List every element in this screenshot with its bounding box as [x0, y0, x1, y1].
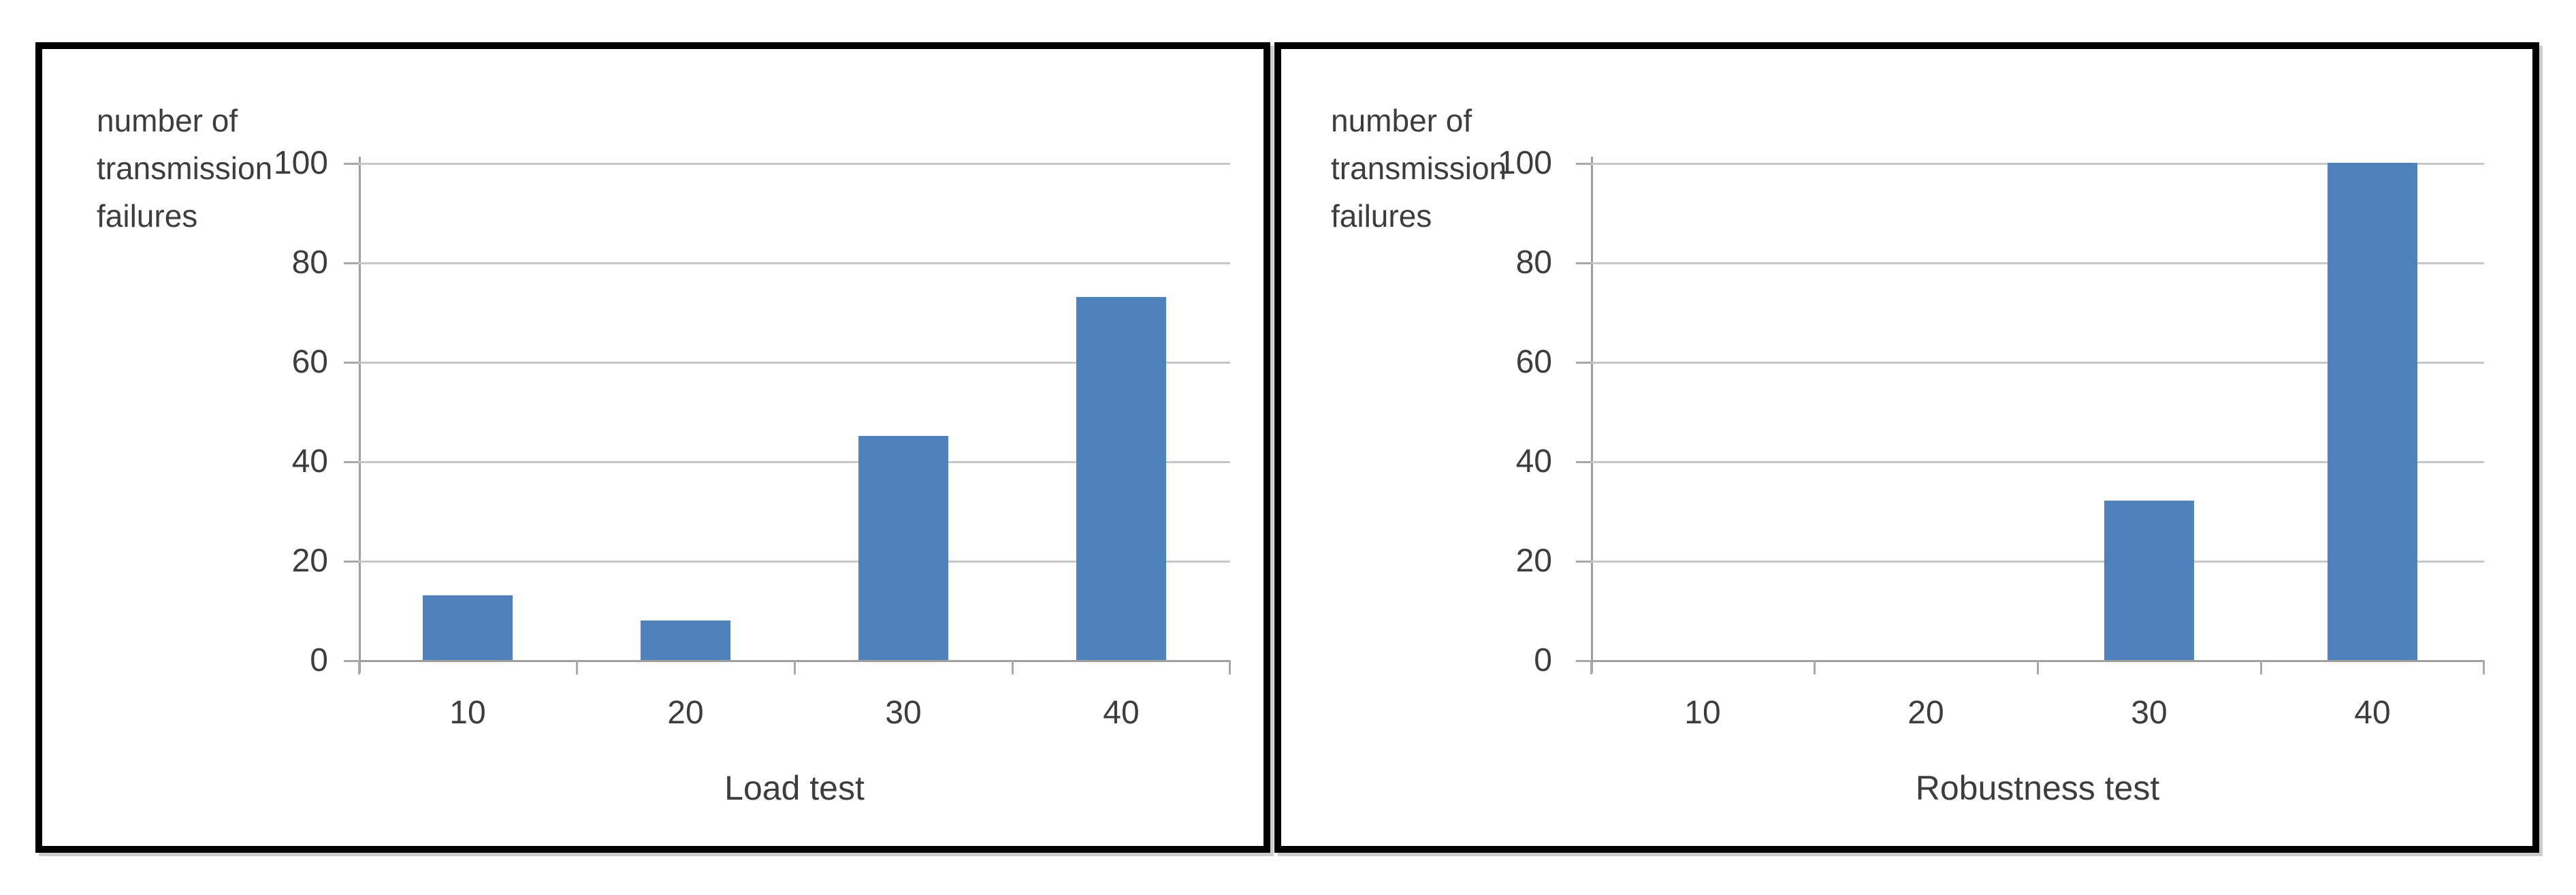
x-tick-label: 20 — [667, 695, 704, 731]
y-tick-mark — [1576, 262, 1591, 264]
y-tick-label: 80 — [1515, 245, 1552, 281]
y-axis-title-line: transmission — [1331, 151, 1507, 186]
bar-10 — [423, 595, 513, 660]
load-test-chart-panel: number of transmission failures 100 80 6… — [35, 42, 1270, 853]
gridline-40 — [359, 461, 1230, 463]
gridline-100 — [1591, 163, 2484, 165]
x-tick-mark — [576, 660, 578, 674]
y-tick-label: 0 — [1534, 642, 1552, 678]
y-axis-title-line: transmission — [97, 151, 273, 186]
x-tick-mark — [794, 660, 796, 674]
x-tick-label: 30 — [2131, 695, 2168, 731]
x-tick-mark — [2483, 660, 2485, 674]
y-tick-label: 20 — [1515, 543, 1552, 579]
y-axis-line — [359, 157, 361, 673]
chart-title: Load test — [724, 769, 865, 807]
robustness-test-chart-panel: number of transmission failures 100 80 6… — [1274, 42, 2539, 853]
gridline-40 — [1591, 461, 2484, 463]
y-tick-mark — [1576, 362, 1591, 364]
y-axis-title-line: failures — [97, 198, 198, 234]
gridline-60 — [1591, 362, 2484, 364]
y-tick-label: 80 — [291, 245, 328, 281]
x-tick-mark — [1012, 660, 1014, 674]
x-tick-label: 40 — [1103, 695, 1140, 731]
gridline-80 — [359, 262, 1230, 264]
y-tick-label: 60 — [1515, 344, 1552, 380]
y-tick-mark — [344, 362, 359, 364]
y-tick-mark — [344, 461, 359, 463]
x-tick-mark — [2260, 660, 2262, 674]
y-tick-label: 20 — [291, 543, 328, 579]
x-tick-label: 30 — [885, 695, 922, 731]
y-axis-title-line: number of — [1331, 103, 1472, 138]
bar-30 — [858, 436, 948, 660]
y-tick-label: 0 — [310, 642, 328, 678]
x-tick-label: 20 — [1907, 695, 1944, 731]
bar-20 — [641, 621, 730, 660]
x-tick-mark — [1590, 660, 1592, 674]
x-tick-mark — [358, 660, 360, 674]
y-tick-mark — [344, 262, 359, 264]
y-axis-title-line: failures — [1331, 198, 1432, 234]
bar-30 — [2104, 501, 2194, 660]
bar-40 — [1076, 297, 1166, 660]
gridline-20 — [1591, 561, 2484, 563]
x-tick-label: 40 — [2354, 695, 2391, 731]
y-tick-label: 60 — [291, 344, 328, 380]
y-tick-mark — [1576, 461, 1591, 463]
y-axis-title-line: number of — [97, 103, 238, 138]
y-tick-mark — [1576, 561, 1591, 563]
y-tick-label: 40 — [291, 443, 328, 480]
x-tick-label: 10 — [449, 695, 486, 731]
x-tick-mark — [2037, 660, 2039, 674]
y-axis-line — [1591, 157, 1593, 673]
gridline-20 — [359, 561, 1230, 563]
y-tick-label: 40 — [1515, 443, 1552, 480]
y-tick-label: 100 — [273, 145, 328, 181]
gridline-100 — [359, 163, 1230, 165]
y-tick-mark — [1576, 163, 1591, 165]
plot-area — [1590, 163, 2485, 674]
chart-title: Robustness test — [1915, 769, 2160, 807]
x-tick-mark — [1814, 660, 1816, 674]
y-tick-mark — [1576, 660, 1591, 662]
gridline-80 — [1591, 262, 2484, 264]
y-tick-mark — [344, 561, 359, 563]
gridline-60 — [359, 362, 1230, 364]
x-tick-mark — [1229, 660, 1231, 674]
y-tick-mark — [344, 163, 359, 165]
x-tick-label: 10 — [1684, 695, 1721, 731]
bar-40 — [2328, 163, 2417, 660]
plot-area — [358, 163, 1231, 674]
y-tick-mark — [344, 660, 359, 662]
y-axis-title: number of transmission failures — [97, 97, 272, 240]
y-tick-label: 100 — [1497, 145, 1552, 181]
y-axis-title: number of transmission failures — [1331, 97, 1507, 240]
